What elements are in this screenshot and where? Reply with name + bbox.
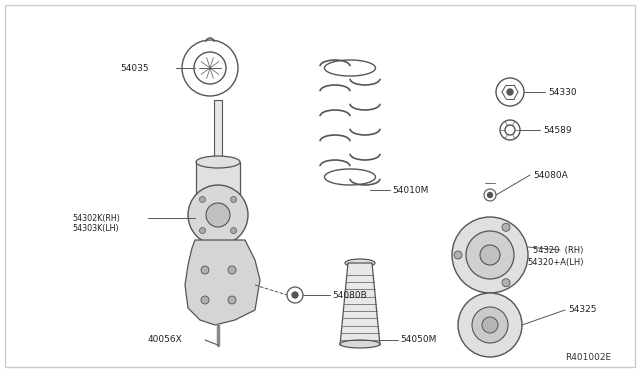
Circle shape: [206, 203, 230, 227]
Circle shape: [200, 228, 205, 234]
Circle shape: [201, 266, 209, 274]
Circle shape: [480, 245, 500, 265]
Circle shape: [228, 266, 236, 274]
Circle shape: [230, 196, 237, 202]
Text: 54080A: 54080A: [533, 170, 568, 180]
Text: R401002E: R401002E: [565, 353, 611, 362]
Circle shape: [507, 89, 513, 95]
Bar: [196, 162, 240, 232]
Circle shape: [201, 296, 209, 304]
Text: 54303K(LH): 54303K(LH): [72, 224, 118, 232]
Circle shape: [454, 251, 462, 259]
Text: 54050M: 54050M: [400, 336, 436, 344]
Text: 54080B: 54080B: [332, 291, 367, 299]
Ellipse shape: [196, 156, 240, 168]
Text: 40056X: 40056X: [148, 336, 183, 344]
Text: 54320  (RH): 54320 (RH): [533, 246, 584, 254]
Text: 54302K(RH): 54302K(RH): [72, 214, 120, 222]
Circle shape: [488, 192, 493, 198]
Circle shape: [458, 293, 522, 357]
Circle shape: [466, 231, 514, 279]
Circle shape: [472, 307, 508, 343]
Polygon shape: [340, 263, 380, 345]
Ellipse shape: [340, 340, 380, 348]
Ellipse shape: [345, 259, 375, 267]
Text: 54589: 54589: [543, 125, 572, 135]
Circle shape: [502, 223, 510, 231]
Circle shape: [228, 296, 236, 304]
Circle shape: [230, 228, 237, 234]
Text: 54330: 54330: [548, 87, 577, 96]
Bar: [214, 100, 222, 215]
Circle shape: [452, 217, 528, 293]
Circle shape: [200, 196, 205, 202]
Circle shape: [482, 317, 498, 333]
Polygon shape: [185, 240, 260, 325]
Circle shape: [292, 292, 298, 298]
Text: 54320+A(LH): 54320+A(LH): [527, 257, 584, 266]
Text: 54325: 54325: [568, 305, 596, 314]
Text: 54035: 54035: [120, 64, 148, 73]
Circle shape: [502, 279, 510, 287]
Circle shape: [188, 185, 248, 245]
Text: 54010M: 54010M: [392, 186, 428, 195]
